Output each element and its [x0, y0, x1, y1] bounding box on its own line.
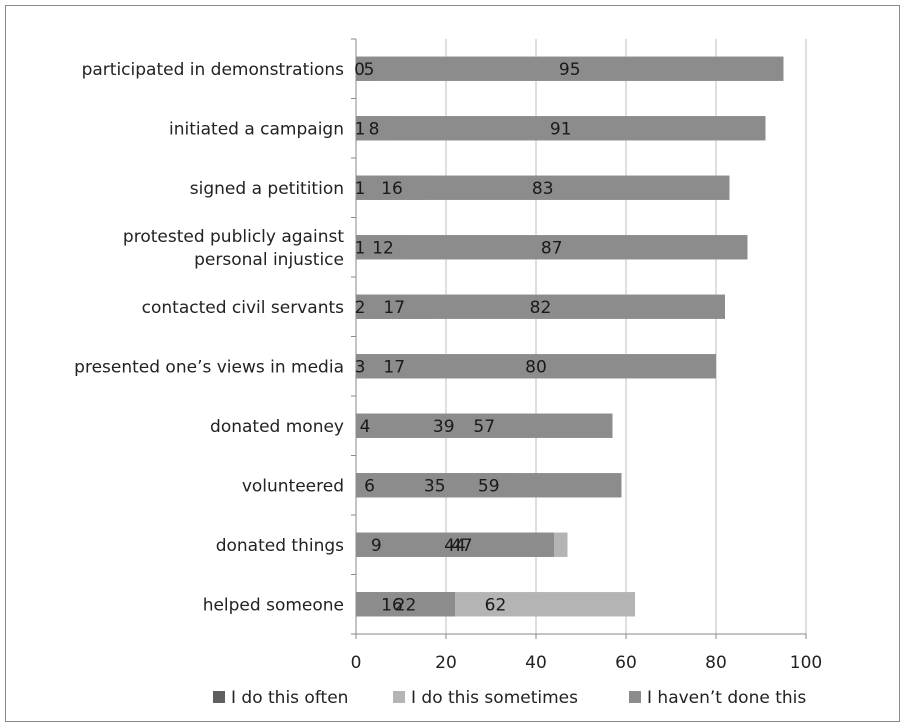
bar-signed-a-petitition-i-haven-t-done-this: [356, 175, 730, 200]
category-label-line: donated things: [216, 536, 344, 556]
legend-swatch-i-do-this-sometimes: [393, 691, 405, 703]
data-label-protested-publicly-against-personal-injustice-i-do-this-often: 1: [355, 238, 366, 258]
bar-helped-someone-i-haven-t-done-this: [356, 592, 455, 617]
category-label-signed-a-petitition: signed a petitition: [190, 179, 344, 199]
bar-contacted-civil-servants-i-haven-t-done-this: [356, 294, 725, 319]
data-label-initiated-a-campaign-i-do-this-often: 1: [355, 119, 366, 139]
category-label-line: volunteered: [242, 476, 344, 496]
legend-item-i-do-this-sometimes: I do this sometimes: [393, 688, 578, 708]
legend-swatch-i-do-this-often: [213, 691, 225, 703]
data-label-signed-a-petitition-i-do-this-often: 1: [355, 179, 366, 199]
data-label-helped-someone-i-do-this-sometimes: 62: [485, 595, 507, 615]
data-label-contacted-civil-servants-i-haven-t-done-this: 82: [530, 298, 552, 318]
x-tick-label-40: 40: [525, 653, 547, 673]
category-label-line: presented one’s views in media: [74, 357, 344, 377]
category-labels: participated in demonstrations initiated …: [74, 60, 344, 616]
bars: [356, 56, 784, 617]
data-label-helped-someone-i-haven-t-done-this: 22: [395, 595, 417, 615]
category-label-line: personal injustice: [194, 250, 344, 270]
category-label-line: initiated a campaign: [169, 119, 344, 139]
data-label-protested-publicly-against-personal-injustice-i-haven-t-done-this: 87: [541, 238, 563, 258]
axes: [351, 38, 807, 639]
legend: I do this often I do this sometimes I have…: [213, 688, 806, 708]
category-label-line: participated in demonstrations: [82, 60, 345, 80]
data-label-volunteered-i-do-this-sometimes: 35: [424, 476, 446, 496]
x-tick-label-60: 60: [615, 653, 637, 673]
category-label-contacted-civil-servants: contacted civil servants: [142, 298, 344, 318]
bar-protested-publicly-against-personal-injustice-i-haven-t-done-this: [356, 235, 748, 260]
data-label-participated-in-demonstrations-i-haven-t-done-this: 95: [559, 60, 581, 80]
data-label-donated-things-i-do-this-sometimes: 47: [451, 536, 473, 556]
bar-donated-things-i-haven-t-done-this: [356, 532, 554, 557]
category-label-volunteered: volunteered: [242, 476, 344, 496]
data-label-contacted-civil-servants-i-do-this-sometimes: 17: [383, 298, 405, 318]
data-label-presented-one-s-views-in-media-i-do-this-often: 3: [355, 357, 366, 377]
data-label-donated-money-i-do-this-sometimes: 39: [433, 417, 455, 437]
category-label-presented-one-s-views-in-media: presented one’s views in media: [74, 357, 344, 377]
data-label-participated-in-demonstrations-i-do-this-sometimes: 5: [364, 60, 375, 80]
data-label-presented-one-s-views-in-media-i-do-this-sometimes: 17: [383, 357, 405, 377]
legend-swatch-i-haven-t-done-this: [629, 691, 641, 703]
category-label-initiated-a-campaign: initiated a campaign: [169, 119, 344, 139]
category-label-line: helped someone: [203, 595, 344, 615]
data-label-donated-money-i-do-this-often: 4: [360, 417, 371, 437]
data-label-volunteered-i-do-this-often: 6: [364, 476, 375, 496]
data-label-participated-in-demonstrations-i-do-this-often: 0: [354, 60, 365, 80]
data-labels: 05 951 8 911 16 831 12 872 17 823 17 804 39 576 35 599 4…: [354, 60, 580, 616]
category-label-line: protested publicly against: [123, 227, 344, 247]
data-label-signed-a-petitition-i-do-this-sometimes: 16: [381, 179, 403, 199]
x-tick-label-100: 100: [790, 653, 822, 673]
category-label-line: contacted civil servants: [142, 298, 344, 318]
legend-label-i-do-this-often: I do this often: [231, 688, 348, 708]
data-label-protested-publicly-against-personal-injustice-i-do-this-sometimes: 12: [372, 238, 394, 258]
category-label-donated-money: donated money: [210, 417, 344, 437]
legend-label-i-do-this-sometimes: I do this sometimes: [411, 688, 578, 708]
legend-label-i-haven-t-done-this: I haven’t done this: [647, 688, 806, 708]
data-label-donated-things-i-do-this-often: 9: [371, 536, 382, 556]
data-label-donated-money-i-haven-t-done-this: 57: [473, 417, 495, 437]
category-label-donated-things: donated things: [216, 536, 344, 556]
category-label-participated-in-demonstrations: participated in demonstrations: [82, 60, 345, 80]
data-label-presented-one-s-views-in-media-i-haven-t-done-this: 80: [525, 357, 547, 377]
bar-participated-in-demonstrations-i-haven-t-done-this: [356, 56, 784, 81]
stacked-bar-chart: 05 951 8 911 16 831 12 872 17 823 17 804 39 576 35 599 4…: [74, 38, 823, 708]
bar-donated-money-i-haven-t-done-this: [356, 413, 613, 438]
x-tick-label-80: 80: [705, 653, 727, 673]
category-label-protested-publicly-against-personal-injustice: protested publicly against personal injus…: [123, 227, 344, 270]
x-tick-labels: 0 20 40 60 80 100: [351, 653, 823, 673]
bar-initiated-a-campaign-i-haven-t-done-this: [356, 116, 766, 141]
chart-frame: 0 5 95 1 8 91 1 16 83 1 12 87 2 17 82 3 17 80 4 39 57 6 35 59 9 4…: [5, 5, 900, 722]
data-label-donated-things-i-haven-t-done-this: 44: [444, 536, 466, 556]
data-label-signed-a-petitition-i-haven-t-done-this: 83: [532, 179, 554, 199]
x-tick-label-0: 0: [351, 653, 362, 673]
legend-item-i-haven-t-done-this: I haven’t done this: [629, 688, 806, 708]
data-label-helped-someone-i-do-this-often: 16: [381, 595, 403, 615]
category-label-line: signed a petitition: [190, 179, 344, 199]
data-label-initiated-a-campaign-i-haven-t-done-this: 91: [550, 119, 572, 139]
data-label-initiated-a-campaign-i-do-this-sometimes: 8: [369, 119, 380, 139]
data-label-contacted-civil-servants-i-do-this-often: 2: [355, 298, 366, 318]
category-label-line: donated money: [210, 417, 344, 437]
x-tick-label-20: 20: [435, 653, 457, 673]
legend-item-i-do-this-often: I do this often: [213, 688, 348, 708]
category-label-helped-someone: helped someone: [203, 595, 344, 615]
bar-volunteered-i-haven-t-done-this: [356, 473, 622, 498]
bar-presented-one-s-views-in-media-i-haven-t-done-this: [356, 354, 716, 379]
data-label-volunteered-i-haven-t-done-this: 59: [478, 476, 500, 496]
